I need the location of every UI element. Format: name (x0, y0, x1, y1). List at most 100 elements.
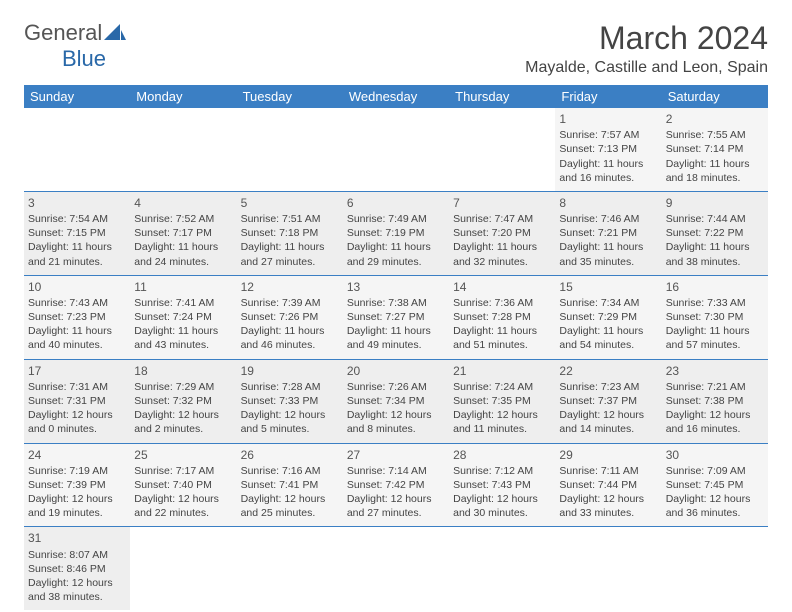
sunrise-line: Sunrise: 7:19 AM (28, 464, 126, 478)
sunset-line: Sunset: 7:44 PM (559, 478, 657, 492)
daylight-line: Daylight: 11 hours and 51 minutes. (453, 324, 551, 352)
daylight-line: Daylight: 12 hours and 33 minutes. (559, 492, 657, 520)
day-number: 23 (666, 363, 764, 379)
calendar-day-cell: 19Sunrise: 7:28 AMSunset: 7:33 PMDayligh… (237, 359, 343, 443)
calendar-day-cell: 27Sunrise: 7:14 AMSunset: 7:42 PMDayligh… (343, 443, 449, 527)
daylight-line: Daylight: 11 hours and 27 minutes. (241, 240, 339, 268)
sunrise-line: Sunrise: 7:31 AM (28, 380, 126, 394)
sunrise-line: Sunrise: 7:26 AM (347, 380, 445, 394)
calendar-day-cell: 1Sunrise: 7:57 AMSunset: 7:13 PMDaylight… (555, 108, 661, 191)
calendar-day-cell: 30Sunrise: 7:09 AMSunset: 7:45 PMDayligh… (662, 443, 768, 527)
day-number: 28 (453, 447, 551, 463)
calendar-day-cell: 2Sunrise: 7:55 AMSunset: 7:14 PMDaylight… (662, 108, 768, 191)
sunset-line: Sunset: 7:28 PM (453, 310, 551, 324)
calendar-day-cell: 25Sunrise: 7:17 AMSunset: 7:40 PMDayligh… (130, 443, 236, 527)
sunset-line: Sunset: 7:26 PM (241, 310, 339, 324)
sunrise-line: Sunrise: 7:44 AM (666, 212, 764, 226)
day-number: 6 (347, 195, 445, 211)
daylight-line: Daylight: 11 hours and 18 minutes. (666, 157, 764, 185)
calendar-day-cell (343, 527, 449, 610)
day-number: 19 (241, 363, 339, 379)
calendar-day-cell: 16Sunrise: 7:33 AMSunset: 7:30 PMDayligh… (662, 275, 768, 359)
sunset-line: Sunset: 7:22 PM (666, 226, 764, 240)
sunrise-line: Sunrise: 7:09 AM (666, 464, 764, 478)
sunset-line: Sunset: 7:38 PM (666, 394, 764, 408)
sunrise-line: Sunrise: 7:46 AM (559, 212, 657, 226)
daylight-line: Daylight: 12 hours and 25 minutes. (241, 492, 339, 520)
day-number: 24 (28, 447, 126, 463)
calendar-day-cell: 17Sunrise: 7:31 AMSunset: 7:31 PMDayligh… (24, 359, 130, 443)
daylight-line: Daylight: 12 hours and 38 minutes. (28, 576, 126, 604)
sunrise-line: Sunrise: 7:23 AM (559, 380, 657, 394)
sunrise-line: Sunrise: 7:29 AM (134, 380, 232, 394)
daylight-line: Daylight: 11 hours and 21 minutes. (28, 240, 126, 268)
calendar-day-cell (343, 108, 449, 191)
sunrise-line: Sunrise: 7:34 AM (559, 296, 657, 310)
daylight-line: Daylight: 11 hours and 54 minutes. (559, 324, 657, 352)
logo-word1: General (24, 20, 102, 45)
logo: General Blue (24, 20, 126, 72)
sunset-line: Sunset: 7:35 PM (453, 394, 551, 408)
sunrise-line: Sunrise: 7:38 AM (347, 296, 445, 310)
daylight-line: Daylight: 11 hours and 35 minutes. (559, 240, 657, 268)
daylight-line: Daylight: 11 hours and 46 minutes. (241, 324, 339, 352)
daylight-line: Daylight: 12 hours and 27 minutes. (347, 492, 445, 520)
day-header: Sunday (24, 85, 130, 108)
daylight-line: Daylight: 12 hours and 22 minutes. (134, 492, 232, 520)
daylight-line: Daylight: 11 hours and 57 minutes. (666, 324, 764, 352)
day-number: 10 (28, 279, 126, 295)
day-number: 22 (559, 363, 657, 379)
sunrise-line: Sunrise: 7:57 AM (559, 128, 657, 142)
sunset-line: Sunset: 7:33 PM (241, 394, 339, 408)
day-number: 2 (666, 111, 764, 127)
sunrise-line: Sunrise: 7:21 AM (666, 380, 764, 394)
sunset-line: Sunset: 7:32 PM (134, 394, 232, 408)
daylight-line: Daylight: 11 hours and 32 minutes. (453, 240, 551, 268)
calendar-week-row: 10Sunrise: 7:43 AMSunset: 7:23 PMDayligh… (24, 275, 768, 359)
calendar-day-cell: 13Sunrise: 7:38 AMSunset: 7:27 PMDayligh… (343, 275, 449, 359)
sunset-line: Sunset: 7:39 PM (28, 478, 126, 492)
location: Mayalde, Castille and Leon, Spain (525, 59, 768, 77)
calendar-day-cell: 10Sunrise: 7:43 AMSunset: 7:23 PMDayligh… (24, 275, 130, 359)
day-number: 3 (28, 195, 126, 211)
calendar-day-cell: 14Sunrise: 7:36 AMSunset: 7:28 PMDayligh… (449, 275, 555, 359)
calendar-day-cell: 26Sunrise: 7:16 AMSunset: 7:41 PMDayligh… (237, 443, 343, 527)
day-number: 16 (666, 279, 764, 295)
sunset-line: Sunset: 7:43 PM (453, 478, 551, 492)
sunrise-line: Sunrise: 7:47 AM (453, 212, 551, 226)
sunrise-line: Sunrise: 7:16 AM (241, 464, 339, 478)
sunset-line: Sunset: 7:40 PM (134, 478, 232, 492)
daylight-line: Daylight: 11 hours and 24 minutes. (134, 240, 232, 268)
sunset-line: Sunset: 7:41 PM (241, 478, 339, 492)
calendar-week-row: 3Sunrise: 7:54 AMSunset: 7:15 PMDaylight… (24, 191, 768, 275)
day-number: 5 (241, 195, 339, 211)
calendar-day-cell: 8Sunrise: 7:46 AMSunset: 7:21 PMDaylight… (555, 191, 661, 275)
header: General Blue March 2024 Mayalde, Castill… (24, 20, 768, 77)
calendar-day-cell (662, 527, 768, 610)
sunrise-line: Sunrise: 7:24 AM (453, 380, 551, 394)
sunset-line: Sunset: 7:15 PM (28, 226, 126, 240)
sunset-line: Sunset: 7:17 PM (134, 226, 232, 240)
calendar-day-cell (130, 527, 236, 610)
day-number: 17 (28, 363, 126, 379)
sunrise-line: Sunrise: 7:41 AM (134, 296, 232, 310)
sunrise-line: Sunrise: 7:43 AM (28, 296, 126, 310)
calendar-header-row: SundayMondayTuesdayWednesdayThursdayFrid… (24, 85, 768, 108)
sunset-line: Sunset: 7:29 PM (559, 310, 657, 324)
daylight-line: Daylight: 12 hours and 14 minutes. (559, 408, 657, 436)
day-header: Saturday (662, 85, 768, 108)
day-number: 1 (559, 111, 657, 127)
day-number: 14 (453, 279, 551, 295)
sunset-line: Sunset: 7:20 PM (453, 226, 551, 240)
daylight-line: Daylight: 12 hours and 0 minutes. (28, 408, 126, 436)
calendar-body: 1Sunrise: 7:57 AMSunset: 7:13 PM Daylight… (24, 108, 768, 610)
sunset-line: Sunset: 7:30 PM (666, 310, 764, 324)
sunrise-line: Sunrise: 7:51 AM (241, 212, 339, 226)
sunset-line: Sunset: 7:13 PM (559, 142, 657, 156)
day-number: 25 (134, 447, 232, 463)
calendar-day-cell (237, 527, 343, 610)
calendar-week-row: 24Sunrise: 7:19 AMSunset: 7:39 PM Dayligh… (24, 443, 768, 527)
sunrise-line: Sunrise: 7:36 AM (453, 296, 551, 310)
calendar-day-cell: 22Sunrise: 7:23 AMSunset: 7:37 PMDayligh… (555, 359, 661, 443)
calendar-day-cell: 23Sunrise: 7:21 AMSunset: 7:38 PMDayligh… (662, 359, 768, 443)
